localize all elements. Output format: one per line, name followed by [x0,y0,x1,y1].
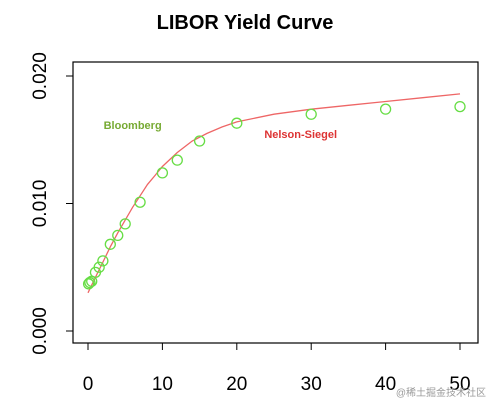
x-tick-label: 0 [83,374,94,395]
data-point [156,167,169,179]
data-point [119,218,131,230]
x-axis: 0 10 20 30 40 50 [83,342,471,395]
data-point [82,278,95,290]
data-point [454,100,466,113]
y-tick-label: 0.010 [30,180,51,228]
data-point [231,117,243,129]
series-label: Bloomberg [104,120,162,132]
series-labels: Bloomberg Nelson-Siegel [104,120,337,141]
x-tick-label: 20 [226,374,247,395]
y-tick-label: 0.020 [30,52,51,100]
data-point [104,238,116,250]
data-point [305,108,317,120]
nelson-siegel-line [87,93,461,294]
data-point [379,103,392,115]
y-axis: 0.000 0.010 0.020 [30,52,74,355]
x-tick-label: 50 [449,374,470,395]
data-point [171,154,183,166]
x-tick-label: 40 [375,374,396,395]
plot-area-border [72,61,479,344]
data-point [97,255,109,267]
data-point [93,261,105,273]
data-point [134,196,146,208]
nelson-siegel-series [87,93,461,294]
data-point [112,229,124,242]
series-label: Nelson-Siegel [264,129,337,141]
data-point [193,135,206,147]
y-tick-label: 0.000 [30,307,51,355]
data-point [84,276,96,289]
bloomberg-series [82,100,466,290]
chart-title: LIBOR Yield Curve [157,12,334,34]
watermark: @稀土掘金技术社区 [396,386,486,399]
x-tick-label: 10 [152,374,173,395]
x-tick-label: 30 [301,374,322,395]
